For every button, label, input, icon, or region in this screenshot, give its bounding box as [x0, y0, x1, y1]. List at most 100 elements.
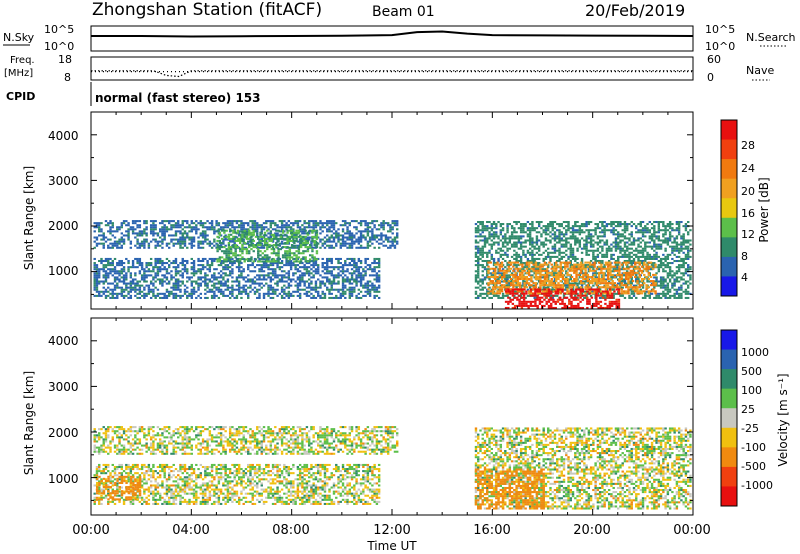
heatmap-cell [330, 272, 333, 275]
heatmap-cell [344, 270, 347, 273]
heatmap-cell [506, 280, 509, 283]
heatmap-cell [677, 259, 681, 263]
heatmap-cell [673, 284, 676, 287]
heatmap-cell [612, 294, 615, 297]
heatmap-cell [120, 288, 123, 291]
heatmap-cell [120, 280, 123, 283]
heatmap-cell [149, 232, 153, 235]
heatmap-cell [145, 294, 148, 297]
heatmap-cell [518, 273, 522, 276]
heatmap-cell [668, 239, 672, 242]
heatmap-cell [675, 223, 679, 226]
heatmap-cell [262, 264, 266, 267]
heatmap-cell [364, 228, 367, 231]
heatmap-cell [330, 220, 333, 223]
heatmap-cell [355, 278, 358, 281]
heatmap-cell [258, 276, 261, 279]
heatmap-cell [295, 239, 298, 242]
power-data-cells [93, 220, 692, 309]
heatmap-cell [571, 247, 575, 250]
heatmap-cell [686, 290, 690, 293]
heatmap-cell [507, 280, 511, 283]
heatmap-cell [283, 290, 286, 293]
heatmap-cell [111, 264, 114, 267]
heatmap-cell [655, 272, 658, 275]
heatmap-cell [601, 253, 604, 256]
heatmap-cell [497, 237, 500, 240]
heatmap-cell [192, 262, 196, 265]
heatmap-cell [122, 220, 126, 223]
heatmap-cell [373, 259, 376, 263]
heatmap-cell [231, 264, 234, 267]
heatmap-cell [339, 274, 342, 277]
heatmap-cell [474, 247, 478, 250]
heatmap-cell [165, 220, 169, 223]
heatmap-cell [222, 290, 225, 293]
heatmap-cell [228, 274, 232, 277]
heatmap-cell [286, 231, 289, 234]
heatmap-cell [489, 282, 492, 285]
heatmap-cell [519, 229, 523, 232]
heatmap-cell [565, 220, 568, 224]
heatmap-cell [589, 294, 593, 297]
heatmap-cell [315, 237, 319, 240]
heatmap-cell [517, 259, 521, 263]
heatmap-cell [186, 232, 189, 235]
heatmap-cell [244, 292, 248, 295]
heatmap-cell [542, 268, 545, 271]
heatmap-cell [337, 290, 340, 293]
heatmap-cell [526, 229, 530, 232]
heatmap-cell [120, 292, 123, 295]
heatmap-cell [147, 244, 151, 247]
heatmap-cell [589, 243, 593, 246]
heatmap-cell [664, 294, 667, 297]
heatmap-cell [222, 292, 225, 295]
heatmap-cell [120, 262, 123, 265]
heatmap-cell [659, 284, 663, 287]
heatmap-cell [393, 244, 397, 247]
heatmap-cell [161, 292, 164, 295]
heatmap-cell [560, 243, 563, 246]
heatmap-cell [177, 286, 180, 289]
heatmap-cell [488, 290, 491, 293]
heatmap-cell [612, 220, 615, 224]
heatmap-cell [671, 235, 674, 238]
heatmap-cell [307, 220, 311, 223]
heatmap-cell [662, 241, 665, 244]
heatmap-cell [587, 237, 591, 240]
heatmap-cell [190, 244, 193, 247]
heatmap-cell [258, 226, 261, 229]
heatmap-cell [499, 229, 503, 232]
heatmap-cell [263, 250, 267, 253]
heatmap-cell [280, 270, 284, 273]
heatmap-cell [271, 262, 275, 265]
heatmap-cell [522, 235, 525, 238]
heatmap-cell [267, 266, 270, 269]
heatmap-cell [278, 244, 282, 247]
heatmap-cell [355, 268, 358, 271]
heatmap-cell [260, 242, 263, 245]
heatmap-cell [592, 235, 595, 238]
heatmap-cell [314, 262, 318, 265]
heatmap-cell [181, 274, 184, 277]
heatmap-cell [565, 249, 568, 252]
heatmap-cell [241, 235, 244, 238]
heatmap-cell [270, 233, 273, 236]
heatmap-cell [689, 282, 692, 285]
heatmap-cell [183, 292, 187, 295]
heatmap-cell [519, 294, 523, 297]
heatmap-cell [477, 296, 480, 299]
heatmap-cell [517, 239, 521, 242]
heatmap-cell [377, 278, 381, 281]
heatmap-cell [630, 225, 633, 228]
heatmap-cell [359, 284, 363, 287]
heatmap-cell [225, 235, 228, 238]
heatmap-cell [630, 282, 633, 285]
heatmap-cell [253, 280, 257, 283]
heatmap-cell [578, 286, 582, 289]
heatmap-cell [662, 294, 665, 297]
heatmap-cell [598, 251, 602, 254]
heatmap-cell [500, 269, 504, 272]
heatmap-cell [488, 220, 491, 224]
heatmap-cell [237, 262, 241, 265]
